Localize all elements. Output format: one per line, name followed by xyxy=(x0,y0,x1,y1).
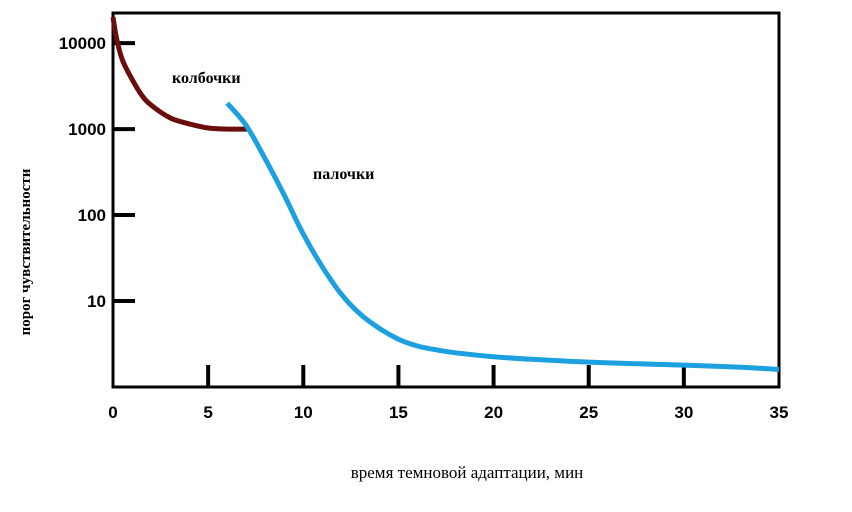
x-tick-label-35: 35 xyxy=(770,403,789,422)
x-tick-label-0: 0 xyxy=(108,403,117,422)
y-tick-label-10000: 10000 xyxy=(59,34,106,53)
series-lines xyxy=(110,16,780,372)
axis-tick-labels: 0 5 10 15 20 25 30 35 10 100 1000 10000 xyxy=(59,34,789,422)
series-label-cones: колбочки xyxy=(172,70,241,87)
series-line-rods xyxy=(225,101,780,372)
y-tick-label-10: 10 xyxy=(87,292,106,311)
y-tick-label-1000: 1000 xyxy=(68,120,106,139)
x-tick-label-25: 25 xyxy=(579,403,598,422)
x-tick-label-20: 20 xyxy=(484,403,503,422)
x-tick-label-10: 10 xyxy=(294,403,313,422)
x-tick-label-5: 5 xyxy=(203,403,212,422)
x-axis-title: время темновой адаптации, мин xyxy=(351,463,584,482)
x-tick-label-15: 15 xyxy=(389,403,408,422)
y-axis-title: порог чувствительности xyxy=(18,168,34,335)
plot-frame xyxy=(111,11,781,389)
series-label-rods: палочки xyxy=(313,166,374,183)
x-tick-label-30: 30 xyxy=(674,403,693,422)
axis-ticks xyxy=(113,41,686,387)
y-tick-label-100: 100 xyxy=(78,206,106,225)
series-line-cones xyxy=(110,16,251,132)
